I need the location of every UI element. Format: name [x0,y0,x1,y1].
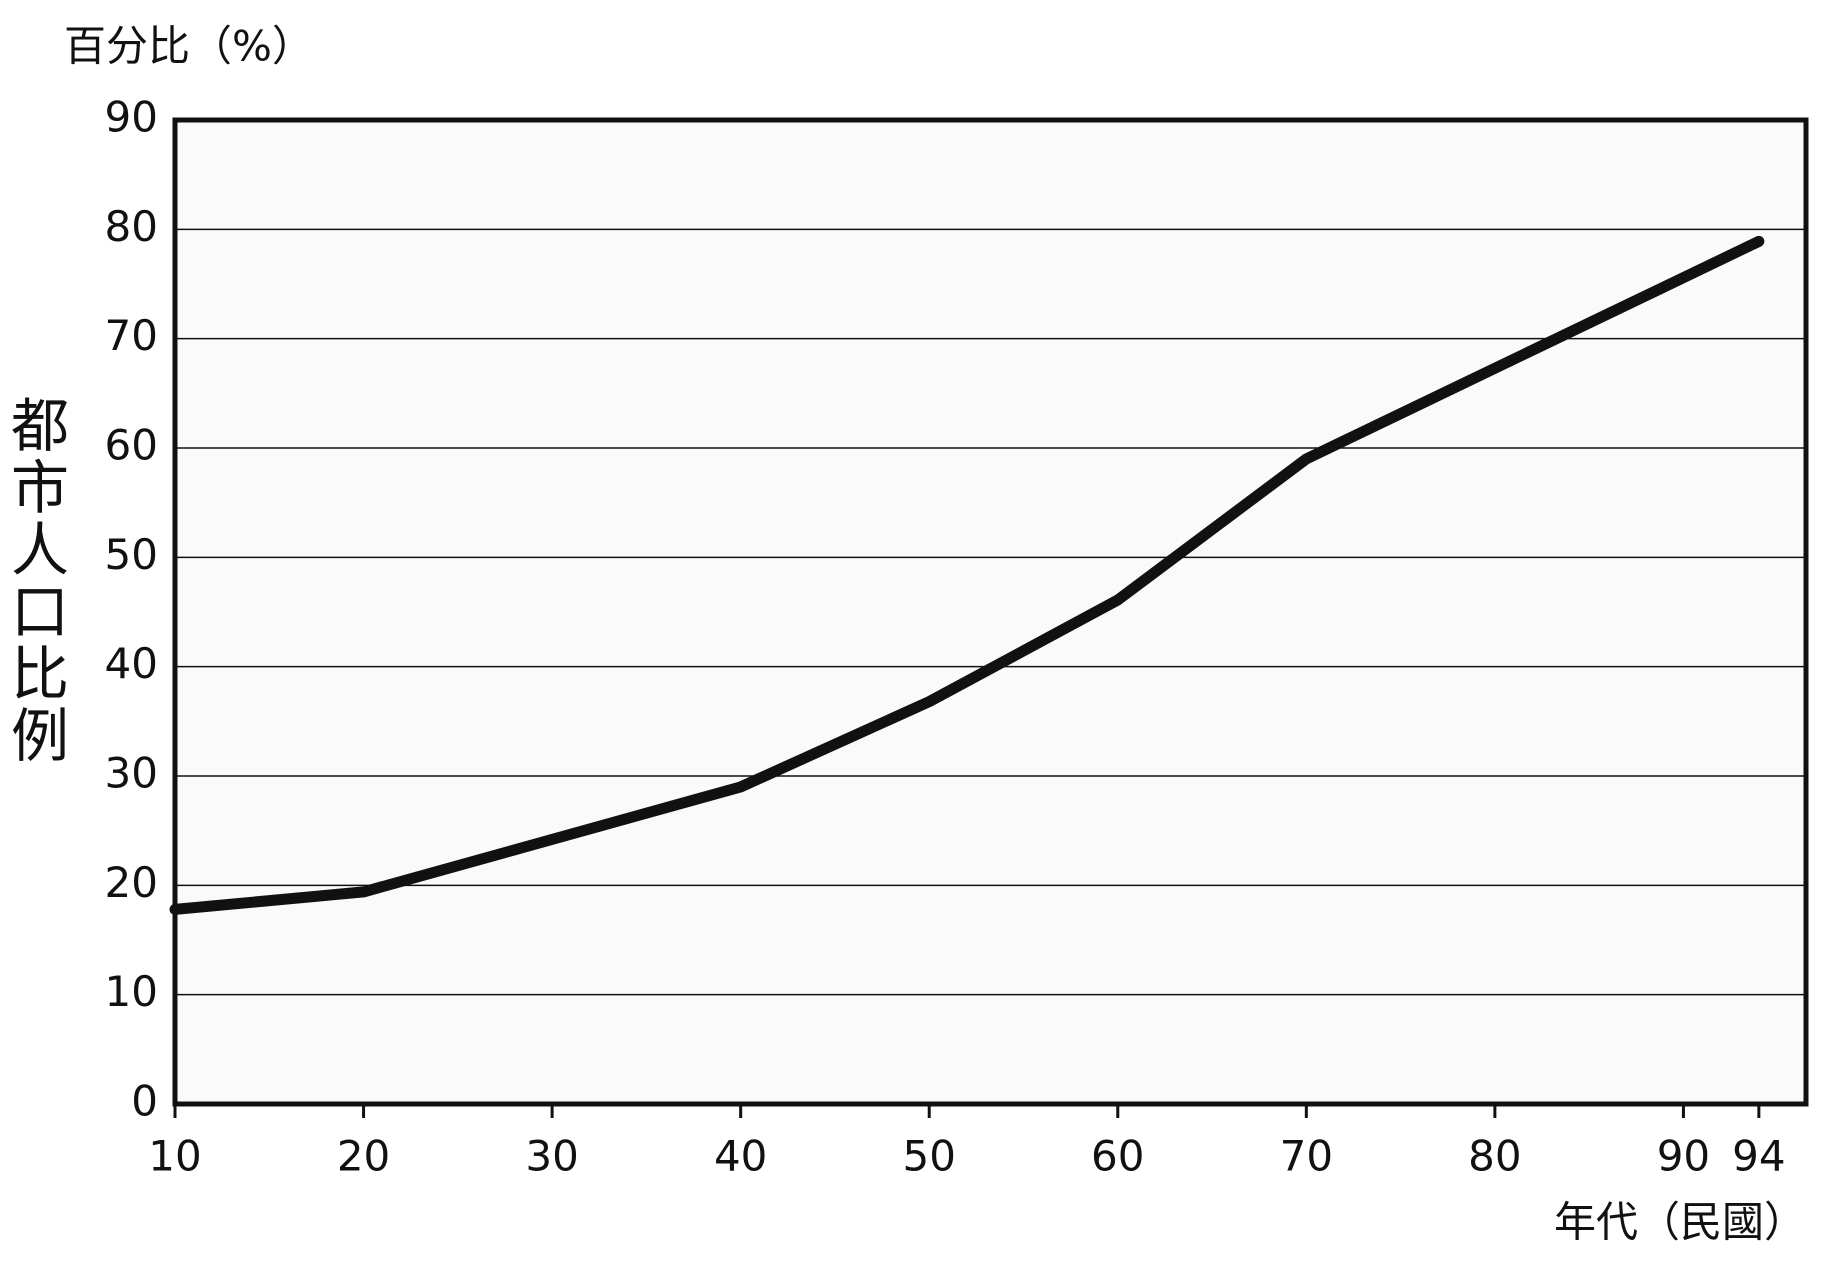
y-tick-label: 30 [105,749,158,798]
y-tick-label: 0 [131,1077,158,1126]
x-tick-label: 60 [1091,1132,1144,1181]
y-tick-label: 70 [105,311,158,360]
x-tick-label: 50 [902,1132,955,1181]
y-tick-label: 50 [105,530,158,579]
y-tick-label: 90 [105,93,158,142]
x-axis-label: 年代（民國） [1554,1198,1806,1247]
plot-area [175,120,1806,1104]
x-tick-label: 90 [1657,1132,1710,1181]
x-tick-label: 70 [1280,1132,1333,1181]
y-tick-label: 40 [105,639,158,688]
y-tick-label: 60 [105,421,158,470]
y-axis-label: 都市人口比例 [1,395,69,767]
x-tick-label: 40 [714,1132,767,1181]
y-tick-label: 20 [105,858,158,907]
y-tick-label: 80 [105,202,158,251]
x-tick-label: 10 [148,1132,201,1181]
y-tick-label: 10 [105,967,158,1016]
x-tick-label: 20 [337,1132,390,1181]
chart-title: 百分比（%） [64,22,314,71]
x-tick-label: 94 [1732,1132,1785,1181]
x-tick-label: 30 [525,1132,578,1181]
x-tick-label: 80 [1468,1132,1521,1181]
plot-frame [172,117,1809,1107]
data-line [169,235,1765,915]
